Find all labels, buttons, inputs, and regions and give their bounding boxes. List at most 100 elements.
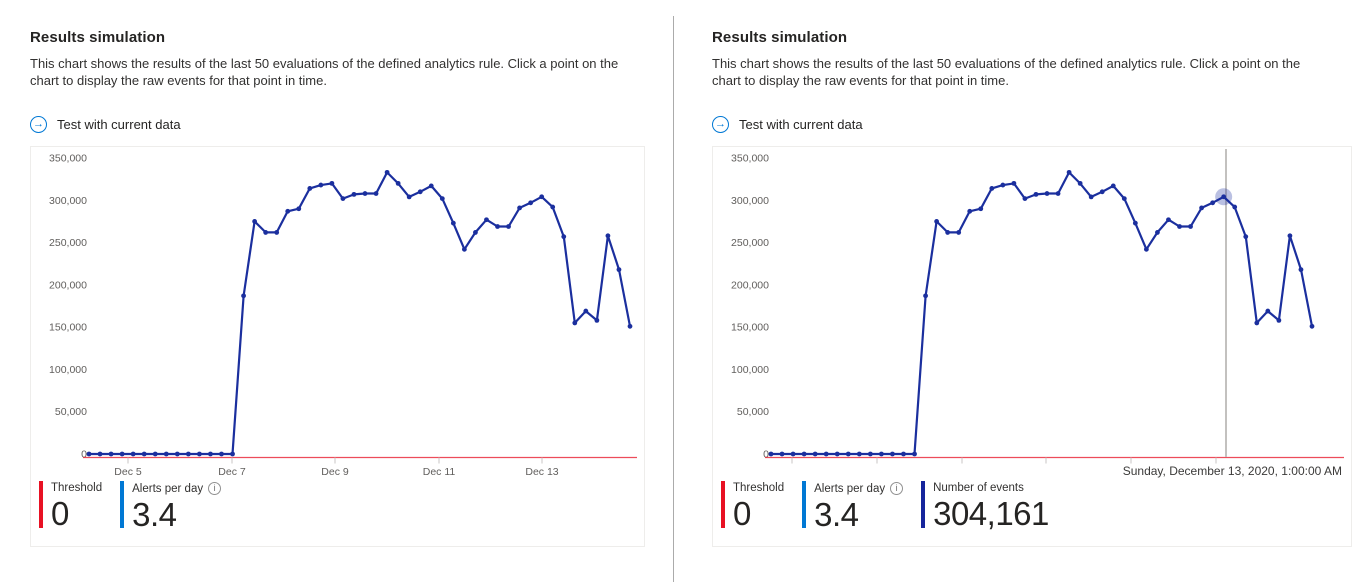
data-point[interactable]	[1033, 191, 1039, 197]
data-point[interactable]	[208, 451, 213, 457]
data-point[interactable]	[362, 191, 368, 196]
data-point[interactable]	[428, 183, 434, 189]
info-icon[interactable]: i	[208, 482, 222, 495]
data-point[interactable]	[1166, 217, 1171, 223]
data-point[interactable]	[185, 451, 191, 457]
data-point[interactable]	[373, 191, 379, 196]
data-point[interactable]	[550, 204, 556, 210]
data-point[interactable]	[119, 451, 125, 457]
data-point[interactable]	[989, 186, 995, 191]
data-point[interactable]	[1110, 183, 1116, 189]
data-point[interactable]	[274, 230, 280, 235]
data-point[interactable]	[879, 451, 884, 457]
data-point[interactable]	[1044, 191, 1050, 196]
data-point[interactable]	[978, 206, 984, 212]
data-point[interactable]	[1177, 224, 1182, 229]
data-point[interactable]	[384, 169, 390, 175]
data-point[interactable]	[812, 451, 818, 457]
data-point[interactable]	[1132, 220, 1138, 226]
data-point[interactable]	[296, 206, 302, 212]
data-point[interactable]	[605, 233, 611, 239]
data-point[interactable]	[197, 451, 202, 457]
data-point[interactable]	[495, 224, 500, 229]
data-point[interactable]	[1143, 246, 1149, 252]
data-point[interactable]	[1055, 191, 1061, 196]
data-point[interactable]	[1254, 320, 1260, 326]
data-point[interactable]	[616, 267, 622, 273]
data-point[interactable]	[912, 451, 917, 457]
data-point[interactable]	[506, 224, 511, 229]
data-point[interactable]	[152, 451, 158, 457]
data-point[interactable]	[230, 451, 235, 457]
data-point[interactable]	[484, 217, 489, 223]
data-point[interactable]	[252, 219, 258, 224]
data-point[interactable]	[1077, 180, 1083, 186]
data-point[interactable]	[890, 451, 895, 457]
info-icon[interactable]: i	[890, 482, 904, 495]
data-point[interactable]	[1066, 169, 1072, 175]
data-point[interactable]	[934, 219, 940, 224]
data-point[interactable]	[1155, 230, 1160, 235]
data-point[interactable]	[1088, 194, 1094, 200]
data-point[interactable]	[583, 308, 589, 314]
data-point[interactable]	[97, 451, 103, 457]
data-point[interactable]	[539, 194, 545, 200]
data-point[interactable]	[561, 234, 567, 240]
data-point[interactable]	[1121, 196, 1127, 201]
data-point[interactable]	[351, 191, 357, 197]
data-point[interactable]	[1265, 308, 1271, 314]
data-point[interactable]	[1276, 317, 1282, 323]
data-point[interactable]	[1199, 205, 1204, 211]
data-point[interactable]	[1309, 323, 1315, 329]
data-point[interactable]	[867, 451, 873, 457]
data-point[interactable]	[395, 180, 401, 186]
data-point[interactable]	[1011, 180, 1017, 186]
data-point[interactable]	[174, 451, 180, 457]
data-point[interactable]	[1099, 189, 1105, 195]
data-point[interactable]	[1022, 196, 1028, 201]
data-point[interactable]	[307, 186, 313, 191]
data-point[interactable]	[517, 205, 522, 211]
line-chart[interactable]: 350,000 300,000 250,000 200,000 150,000 100,0…	[713, 147, 1351, 479]
data-point[interactable]	[1188, 224, 1193, 229]
data-point[interactable]	[406, 194, 412, 200]
data-point[interactable]	[967, 208, 973, 214]
data-point[interactable]	[1298, 267, 1304, 273]
test-with-current-data-link[interactable]: → Test with current data	[30, 116, 181, 133]
data-point[interactable]	[1232, 204, 1238, 210]
data-point[interactable]	[473, 230, 478, 235]
data-point[interactable]	[956, 230, 962, 235]
data-point[interactable]	[340, 196, 346, 201]
data-point[interactable]	[845, 451, 851, 457]
data-point[interactable]	[1221, 194, 1227, 200]
data-point[interactable]	[594, 317, 600, 323]
data-point[interactable]	[1287, 233, 1293, 239]
data-point[interactable]	[318, 182, 324, 188]
data-point[interactable]	[856, 451, 862, 457]
data-point[interactable]	[923, 293, 928, 299]
data-point[interactable]	[1210, 200, 1216, 206]
data-point[interactable]	[1000, 182, 1006, 188]
data-point[interactable]	[130, 451, 136, 457]
data-point[interactable]	[801, 451, 807, 457]
data-point[interactable]	[285, 208, 291, 214]
data-point[interactable]	[141, 451, 147, 457]
test-with-current-data-link[interactable]: → Test with current data	[712, 116, 863, 133]
data-point[interactable]	[1243, 234, 1249, 240]
data-point[interactable]	[439, 196, 445, 201]
data-point[interactable]	[572, 320, 578, 326]
data-point[interactable]	[528, 200, 534, 206]
data-point[interactable]	[901, 451, 906, 457]
data-point[interactable]	[163, 451, 169, 457]
data-point[interactable]	[627, 323, 633, 329]
data-point[interactable]	[417, 189, 423, 195]
data-point[interactable]	[263, 230, 269, 235]
data-point[interactable]	[241, 293, 246, 299]
data-point[interactable]	[219, 451, 224, 457]
data-point[interactable]	[768, 451, 774, 457]
data-point[interactable]	[108, 451, 114, 457]
data-point[interactable]	[329, 180, 335, 186]
data-point[interactable]	[945, 230, 951, 235]
line-chart[interactable]: 350,000 300,000 250,000 200,000 150,000 100,0…	[31, 147, 644, 479]
data-point[interactable]	[834, 451, 840, 457]
